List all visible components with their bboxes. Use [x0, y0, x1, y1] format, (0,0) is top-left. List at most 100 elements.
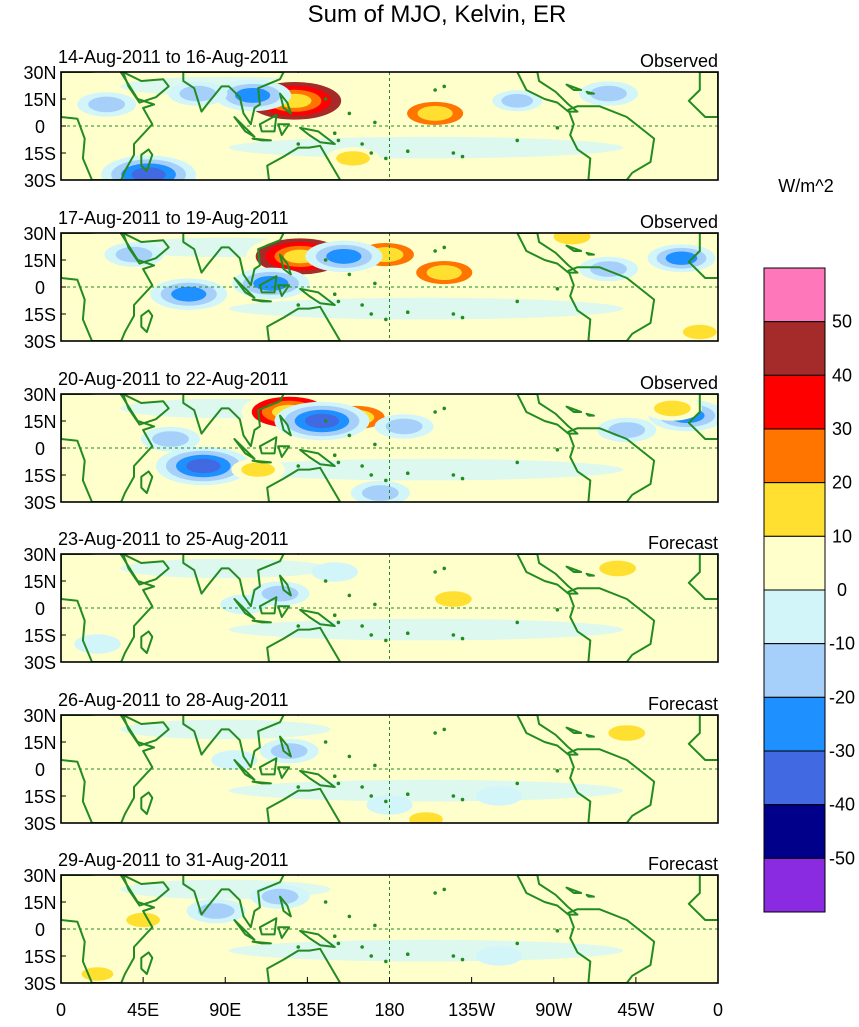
coastline	[258, 275, 278, 294]
background-band	[228, 618, 624, 641]
coastline	[266, 626, 342, 662]
colorbar-tick-label: 50	[832, 312, 852, 332]
lon-tick-label: 135E	[286, 1000, 328, 1020]
background-band	[228, 458, 624, 481]
coastline	[258, 114, 278, 133]
coastline	[140, 309, 154, 333]
coastline	[233, 919, 256, 941]
anomaly-contour	[553, 233, 591, 245]
panel-period: 14-Aug-2011 to 16-Aug-2011	[58, 47, 289, 67]
colorbar-tick-label: 20	[832, 473, 852, 493]
coastline	[251, 619, 272, 624]
island	[460, 797, 465, 802]
colorbar-tick-label: -20	[829, 687, 855, 707]
island	[451, 954, 456, 958]
coastline	[258, 917, 278, 936]
island	[296, 142, 301, 146]
island	[360, 624, 364, 628]
coastline	[687, 72, 718, 118]
coastline	[277, 445, 291, 458]
island	[515, 781, 520, 786]
island	[442, 887, 447, 892]
colorbar-swatch	[763, 267, 826, 323]
island	[451, 633, 456, 637]
anomaly-contour	[653, 400, 691, 417]
island	[405, 952, 410, 956]
lat-tick-label: 15S	[24, 787, 56, 807]
coastline	[233, 277, 256, 299]
anomaly-contour	[326, 248, 362, 264]
coastline	[567, 105, 656, 180]
island	[336, 781, 341, 786]
lat-tick-label: 15N	[23, 893, 56, 913]
coastline	[140, 470, 154, 494]
coastline	[279, 253, 292, 276]
island	[369, 633, 374, 637]
island	[460, 154, 465, 159]
chart-title: Sum of MJO, Kelvin, ER	[308, 1, 567, 28]
island	[323, 900, 328, 904]
colorbar-swatch	[763, 857, 826, 913]
coastline	[297, 875, 300, 876]
island	[555, 448, 560, 452]
island	[451, 473, 456, 477]
island	[555, 126, 560, 130]
island	[442, 245, 447, 250]
lon-tick-label: 0	[713, 1000, 723, 1020]
anomaly-contour	[186, 458, 221, 474]
island	[373, 602, 377, 607]
colorbar-tick-label: 30	[832, 419, 852, 439]
lat-tick-label: 15N	[23, 251, 56, 271]
coastline	[585, 412, 595, 417]
anomaly-contour	[608, 725, 646, 741]
lat-tick-label: 30S	[24, 653, 56, 673]
colorbar-swatch	[763, 589, 826, 645]
island	[451, 151, 456, 155]
coastline	[122, 554, 170, 586]
island	[373, 923, 377, 928]
anomaly-contour	[501, 93, 534, 108]
background-band	[228, 939, 624, 962]
island	[296, 464, 301, 468]
colorbar-swatch	[763, 428, 826, 484]
panel-label: Forecast	[648, 854, 718, 874]
lat-tick-label: 15N	[23, 733, 56, 753]
island	[384, 156, 388, 161]
island	[442, 406, 447, 411]
coastline	[279, 92, 292, 115]
coastline	[565, 565, 583, 573]
island	[369, 151, 374, 155]
coastline	[687, 554, 718, 600]
colorbar-tick-label: 40	[832, 365, 852, 385]
coastline	[258, 596, 278, 615]
coastline	[565, 886, 583, 894]
lat-tick-label: 0	[35, 920, 45, 940]
island	[460, 315, 465, 320]
coastline	[567, 908, 656, 983]
coastline	[140, 148, 154, 172]
panel-label: Forecast	[648, 694, 718, 714]
island	[360, 945, 364, 949]
colorbar-swatch	[763, 321, 826, 376]
island	[360, 303, 364, 307]
island	[384, 959, 388, 964]
coastline	[233, 759, 256, 781]
lon-tick-label: 0	[56, 1000, 66, 1020]
island	[460, 636, 465, 641]
anomaly-contour	[385, 418, 423, 435]
lat-tick-label: 0	[35, 117, 45, 137]
island	[347, 754, 352, 759]
anomaly-contour	[409, 812, 443, 823]
island	[405, 631, 410, 635]
coastline	[299, 448, 336, 467]
anomaly-contour	[74, 634, 121, 654]
lat-tick-label: 30S	[24, 974, 56, 994]
island	[555, 608, 560, 612]
coastline	[266, 144, 342, 180]
coastline	[567, 587, 656, 662]
coastline	[251, 298, 272, 303]
coastline	[140, 630, 154, 654]
anomaly-contour	[152, 431, 189, 447]
island	[515, 138, 520, 143]
island	[336, 299, 341, 304]
